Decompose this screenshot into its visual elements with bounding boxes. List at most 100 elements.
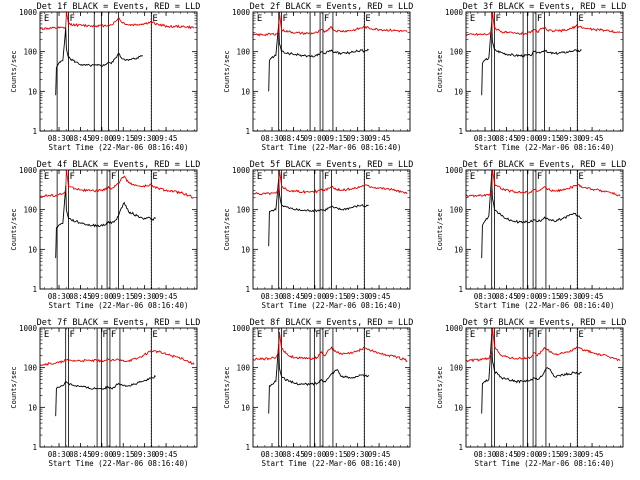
y-axis-title: Counts/sec (436, 366, 444, 408)
y-tick-label: 100 (236, 48, 250, 57)
x-tick-label: 08:45 (69, 292, 92, 301)
panel-title: Det 9f BLACK = Events, RED = LLD (463, 318, 627, 328)
plot-frame (252, 327, 411, 448)
detector-panel: Det 2f BLACK = Events, RED = LLD Counts/s… (223, 2, 413, 152)
y-tick-label: 10 (241, 87, 251, 96)
x-tick-label: 09:30 (133, 292, 156, 301)
lld-series-line (39, 11, 195, 31)
x-tick-label: 09:15 (538, 134, 561, 143)
y-tick-label: 10 (241, 403, 251, 412)
y-axis-title: Counts/sec (223, 50, 231, 92)
x-tick-label: 09:00 (517, 292, 540, 301)
panel-title: Det 5f BLACK = Events, RED = LLD (250, 160, 414, 170)
events-series-line (481, 334, 582, 414)
interval-marker-label: F (496, 172, 501, 182)
interval-marker-label: E (44, 330, 49, 340)
x-tick-label: 08:45 (495, 450, 518, 459)
x-tick-label: 09:15 (325, 134, 348, 143)
x-tick-label: 08:45 (282, 134, 305, 143)
x-tick-label: 09:00 (304, 134, 327, 143)
detector-panel: Det 1f BLACK = Events, RED = LLD Counts/s… (10, 2, 200, 152)
detector-panel: Det 4f BLACK = Events, RED = LLD Counts/s… (10, 160, 200, 310)
y-tick-label: 1 (245, 285, 250, 294)
y-tick-label: 1000 (19, 166, 38, 175)
x-tick-label: 09:00 (91, 450, 114, 459)
lld-series-line (252, 169, 408, 196)
y-tick-label: 10 (28, 403, 38, 412)
x-tick-label: 09:30 (133, 450, 156, 459)
y-tick-label: 1 (32, 443, 37, 452)
interval-marker-label: F (537, 14, 542, 24)
y-tick-label: 1000 (19, 8, 38, 17)
detector-panel: Det 3f BLACK = Events, RED = LLD Counts/s… (436, 2, 626, 152)
y-tick-label: 100 (449, 206, 463, 215)
x-axis-title: Start Time (22-Mar-06 08:16:40) (475, 143, 615, 152)
y-tick-label: 1 (245, 127, 250, 136)
plot-frame (39, 11, 198, 132)
interval-marker-label: F (496, 330, 501, 340)
interval-marker-label: E (470, 172, 475, 182)
x-axis-title: Start Time (22-Mar-06 08:16:40) (475, 301, 615, 310)
plot-frame (465, 169, 624, 290)
x-tick-label: 09:30 (346, 292, 369, 301)
x-tick-label: 09:15 (538, 450, 561, 459)
x-tick-label: 08:30 (48, 450, 71, 459)
interval-marker-label: E (365, 14, 370, 24)
y-tick-label: 100 (449, 364, 463, 373)
interval-marker-label: F (111, 172, 116, 182)
x-tick-label: 09:45 (581, 292, 604, 301)
interval-marker-label: F (70, 172, 75, 182)
x-tick-label: 09:15 (112, 292, 135, 301)
y-tick-label: 1 (458, 127, 463, 136)
panel-title: Det 8f BLACK = Events, RED = LLD (250, 318, 414, 328)
interval-marker-label: E (365, 172, 370, 182)
panel-title: Det 7f BLACK = Events, RED = LLD (37, 318, 201, 328)
y-tick-label: 100 (23, 206, 37, 215)
y-tick-label: 10 (454, 245, 464, 254)
interval-marker-label: E (257, 330, 262, 340)
interval-marker-label: E (152, 172, 157, 182)
interval-marker-label: E (152, 14, 157, 24)
x-tick-label: 08:30 (261, 134, 284, 143)
x-tick-label: 08:45 (282, 292, 305, 301)
events-series-line (481, 173, 582, 259)
x-tick-label: 09:45 (581, 450, 604, 459)
interval-marker-label: F (102, 330, 107, 340)
detector-panel: Det 9f BLACK = Events, RED = LLD Counts/s… (436, 318, 626, 468)
interval-marker-label: F (283, 14, 288, 24)
y-tick-label: 1000 (232, 166, 251, 175)
x-tick-label: 08:45 (495, 134, 518, 143)
interval-marker-label: F (537, 172, 542, 182)
x-tick-label: 09:00 (517, 450, 540, 459)
x-tick-label: 09:15 (325, 450, 348, 459)
plot-frame (252, 11, 411, 132)
detector-panel: Det 6f BLACK = Events, RED = LLD Counts/s… (436, 160, 626, 310)
x-tick-label: 09:15 (112, 134, 135, 143)
y-axis-title: Counts/sec (10, 366, 18, 408)
lld-series-line (39, 169, 195, 199)
x-tick-label: 08:30 (474, 450, 497, 459)
x-tick-label: 08:30 (261, 450, 284, 459)
y-axis-title: Counts/sec (223, 208, 231, 250)
interval-marker-label: F (324, 330, 329, 340)
y-tick-label: 10 (28, 87, 38, 96)
x-tick-label: 09:45 (581, 134, 604, 143)
y-tick-label: 1000 (445, 324, 464, 333)
y-tick-label: 1000 (232, 324, 251, 333)
y-tick-label: 1 (32, 285, 37, 294)
x-tick-label: 08:45 (282, 450, 305, 459)
y-tick-label: 10 (28, 245, 38, 254)
x-tick-label: 08:45 (69, 134, 92, 143)
x-tick-label: 09:00 (91, 292, 114, 301)
plot-frame (39, 327, 198, 448)
x-tick-label: 08:30 (474, 292, 497, 301)
detector-panel: Det 7f BLACK = Events, RED = LLD Counts/s… (10, 318, 200, 468)
x-tick-label: 08:30 (474, 134, 497, 143)
x-tick-label: 09:30 (133, 134, 156, 143)
lld-series-line (465, 169, 621, 198)
x-tick-label: 09:15 (538, 292, 561, 301)
x-axis-title: Start Time (22-Mar-06 08:16:40) (262, 143, 402, 152)
interval-marker-label: F (70, 14, 75, 24)
y-tick-label: 1 (32, 127, 37, 136)
